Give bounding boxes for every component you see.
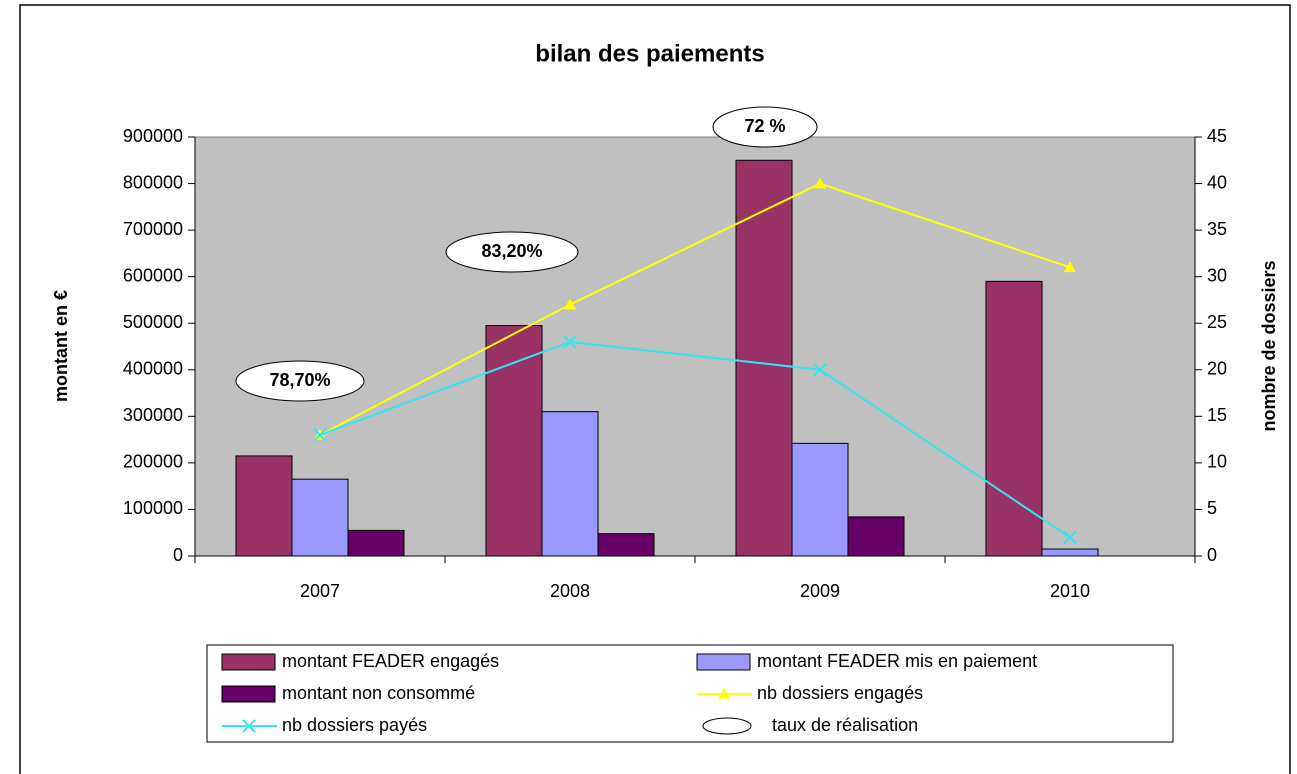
y2-tick-label: 20 — [1207, 359, 1227, 379]
legend-marker — [718, 688, 730, 699]
y-tick-label: 0 — [173, 545, 183, 565]
legend-swatch — [696, 653, 751, 671]
bar — [847, 516, 905, 557]
bar — [235, 455, 293, 557]
line-marker — [564, 298, 576, 310]
line — [319, 340, 1071, 539]
y2-axis-title: nombre de dossiers — [1259, 260, 1279, 431]
y-tick-label: 900000 — [123, 126, 183, 146]
y-tick-label: 500000 — [123, 312, 183, 332]
x-tick-label: 2009 — [800, 581, 840, 601]
annotation: 72 % — [744, 116, 785, 136]
y-tick-label: 300000 — [123, 405, 183, 425]
x-tick-label: 2008 — [550, 581, 590, 601]
legend-label: montant FEADER mis en paiement — [757, 651, 1037, 671]
chart-title: bilan des paiements — [535, 40, 764, 67]
y2-tick-label: 25 — [1207, 312, 1227, 332]
line-marker — [1063, 530, 1077, 545]
line-marker — [313, 428, 327, 442]
line-marker — [814, 177, 826, 189]
bar — [541, 411, 599, 557]
y2-tick-label: 40 — [1207, 172, 1227, 192]
y-tick-label: 100000 — [123, 498, 183, 518]
legend-label: taux de réalisation — [772, 715, 918, 735]
y-tick-label: 200000 — [123, 452, 183, 472]
bar — [597, 533, 655, 557]
bar — [735, 159, 793, 557]
annotation-bubble — [712, 106, 818, 148]
legend-label: montant non consommé — [282, 683, 475, 703]
legend-swatch — [221, 653, 276, 671]
y-tick-label: 800000 — [123, 172, 183, 192]
bar — [1041, 548, 1099, 557]
y-tick-label: 600000 — [123, 265, 183, 285]
y2-tick-label: 5 — [1207, 498, 1217, 518]
legend-label: nb dossiers payés — [282, 715, 427, 735]
legend-label: montant FEADER engagés — [282, 651, 499, 671]
y-axis-title: montant en € — [51, 290, 71, 402]
bar — [791, 442, 849, 557]
bar — [291, 478, 349, 557]
line-marker — [1064, 261, 1076, 273]
annotation-bubble — [235, 360, 365, 402]
y2-tick-label: 30 — [1207, 265, 1227, 285]
bar — [485, 325, 543, 557]
annotation: 78,70% — [269, 370, 330, 390]
x-tick-label: 2007 — [300, 581, 340, 601]
line — [319, 182, 1071, 436]
y2-tick-label: 15 — [1207, 405, 1227, 425]
annotation-bubble — [445, 231, 579, 273]
legend-label: nb dossiers engagés — [757, 683, 923, 703]
y-tick-label: 700000 — [123, 219, 183, 239]
line-marker — [813, 363, 827, 377]
legend-marker — [242, 719, 256, 733]
y2-tick-label: 10 — [1207, 452, 1227, 472]
legend — [206, 644, 1174, 743]
bar — [985, 280, 1043, 557]
x-tick-label: 2010 — [1050, 581, 1090, 601]
legend-swatch — [221, 685, 276, 703]
annotation: 83,20% — [481, 241, 542, 261]
y2-tick-label: 0 — [1207, 545, 1217, 565]
y2-tick-label: 35 — [1207, 219, 1227, 239]
y2-tick-label: 45 — [1207, 126, 1227, 146]
y-tick-label: 400000 — [123, 359, 183, 379]
line-marker — [563, 335, 577, 349]
legend-swatch — [702, 717, 752, 735]
bar — [347, 529, 405, 557]
